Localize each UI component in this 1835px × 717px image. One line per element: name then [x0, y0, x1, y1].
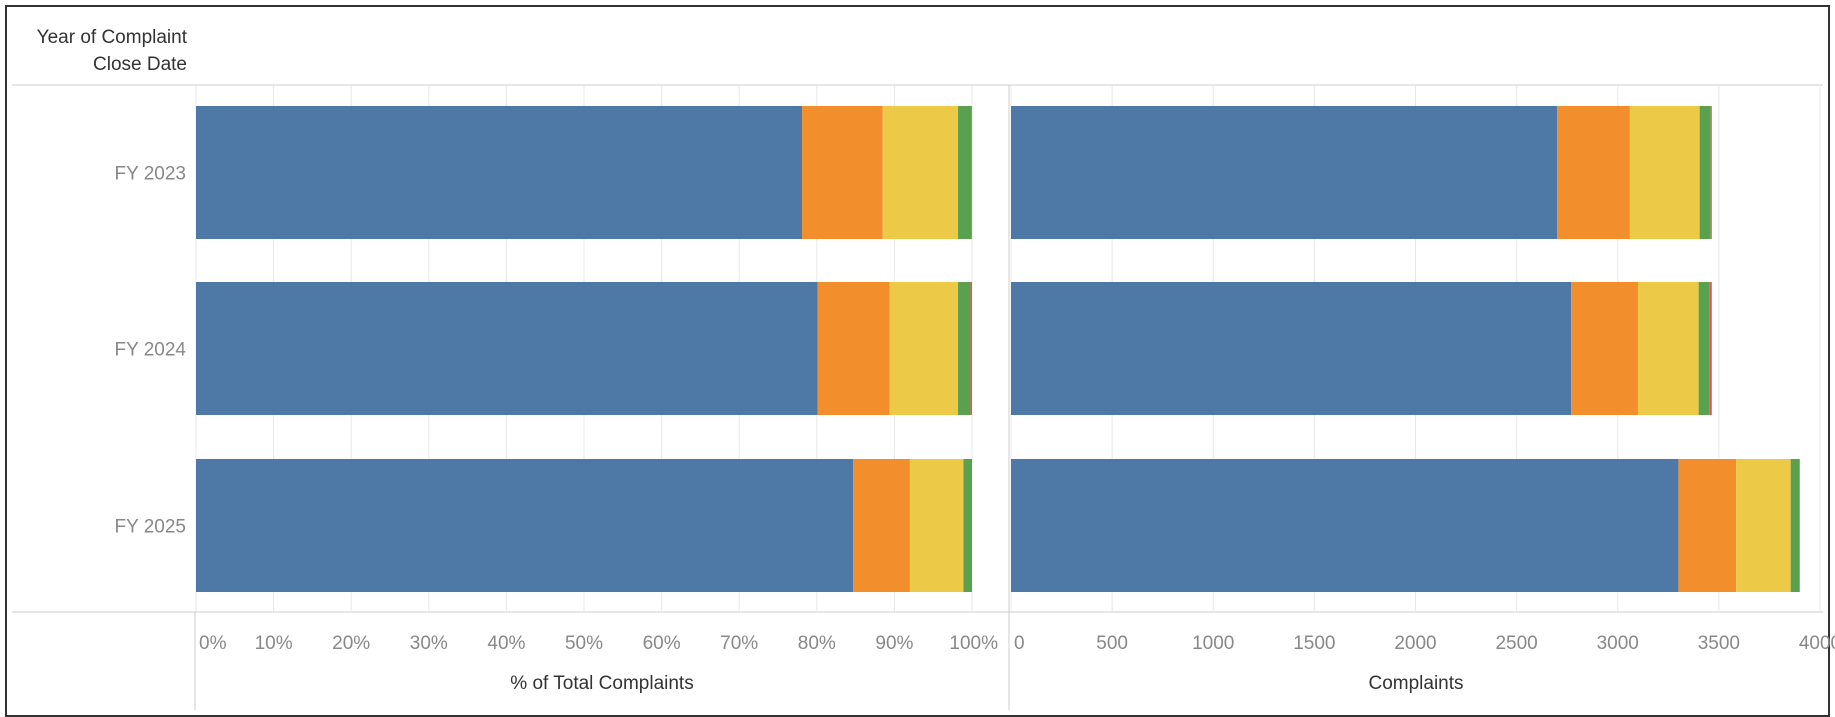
x-tick-label-p0-2: 20% — [332, 633, 370, 654]
x-tick-label-p1-3: 1500 — [1293, 633, 1335, 654]
x-tick-label-p1-1: 500 — [1096, 633, 1128, 654]
row-header-title-line2: Close Date — [93, 54, 187, 75]
bar-segment-p1-r2-s0 — [1011, 459, 1679, 592]
x-tick-label-p1-8: 4000 — [1799, 633, 1835, 654]
x-tick-label-p1-5: 2500 — [1495, 633, 1537, 654]
x-tick-label-p1-0: 0 — [1014, 633, 1025, 654]
bar-segment-p0-r2-s1 — [853, 459, 910, 592]
bar-segment-p1-r0-s2 — [1629, 106, 1700, 239]
x-tick-label-p0-1: 10% — [255, 633, 293, 654]
x-tick-label-p0-3: 30% — [410, 633, 448, 654]
bar-segment-p1-r2-s3 — [1790, 459, 1800, 592]
bar-segment-p0-r1-s2 — [889, 282, 959, 415]
bar-segment-p0-r0-s2 — [882, 106, 959, 239]
bar-segment-p1-r0-s4 — [1710, 106, 1712, 239]
bar-segment-p1-r0-s3 — [1699, 106, 1711, 239]
bar-segment-p0-r0-s3 — [958, 106, 972, 239]
bar-segment-p0-r2-s3 — [963, 459, 972, 592]
x-axis-title-0: % of Total Complaints — [510, 673, 693, 694]
x-tick-label-p0-5: 50% — [565, 633, 603, 654]
bar-segment-p0-r2-s0 — [196, 459, 854, 592]
bar-segment-p1-r0-s1 — [1557, 106, 1630, 239]
bar-segment-p0-r0-s4 — [971, 106, 973, 239]
bar-segment-p0-r1-s3 — [958, 282, 971, 415]
x-tick-label-p1-7: 3500 — [1698, 633, 1740, 654]
row-header-title-line1: Year of Complaint — [36, 27, 187, 48]
bar-segment-p1-r1-s2 — [1637, 282, 1699, 415]
bar-segment-p1-r2-s2 — [1736, 459, 1791, 592]
bar-segment-p0-r1-s0 — [196, 282, 818, 415]
x-tick-label-p1-4: 2000 — [1394, 633, 1436, 654]
category-label-fy-2023: FY 2023 — [115, 164, 186, 185]
bar-segment-p1-r2-s1 — [1678, 459, 1737, 592]
bar-segment-p1-r1-s1 — [1571, 282, 1638, 415]
x-tick-label-p0-10: 100% — [949, 633, 998, 654]
bar-segment-p1-r1-s3 — [1698, 282, 1710, 415]
x-tick-label-p0-7: 70% — [720, 633, 758, 654]
bar-segment-p0-r2-s2 — [909, 459, 964, 592]
bar-segment-p1-r1-s0 — [1011, 282, 1572, 415]
x-tick-label-p0-9: 90% — [875, 633, 913, 654]
x-tick-label-p1-2: 1000 — [1192, 633, 1234, 654]
bar-segment-p0-r0-s1 — [802, 106, 883, 239]
x-tick-label-p0-0: 0% — [199, 633, 227, 654]
bar-segment-p1-r0-s0 — [1011, 106, 1558, 239]
category-label-fy-2024: FY 2024 — [115, 340, 187, 361]
category-label-fy-2025: FY 2025 — [115, 517, 186, 538]
x-tick-label-p0-8: 80% — [798, 633, 836, 654]
bar-segment-p0-r0-s0 — [196, 106, 803, 239]
bar-segment-p0-r1-s4 — [970, 282, 972, 415]
bar-segment-p0-r1-s1 — [817, 282, 890, 415]
bar-segment-p1-r1-s4 — [1709, 282, 1712, 415]
x-tick-label-p0-6: 60% — [643, 633, 681, 654]
x-tick-label-p1-6: 3000 — [1597, 633, 1639, 654]
x-axis-title-1: Complaints — [1368, 673, 1463, 694]
x-tick-label-p0-4: 40% — [487, 633, 525, 654]
